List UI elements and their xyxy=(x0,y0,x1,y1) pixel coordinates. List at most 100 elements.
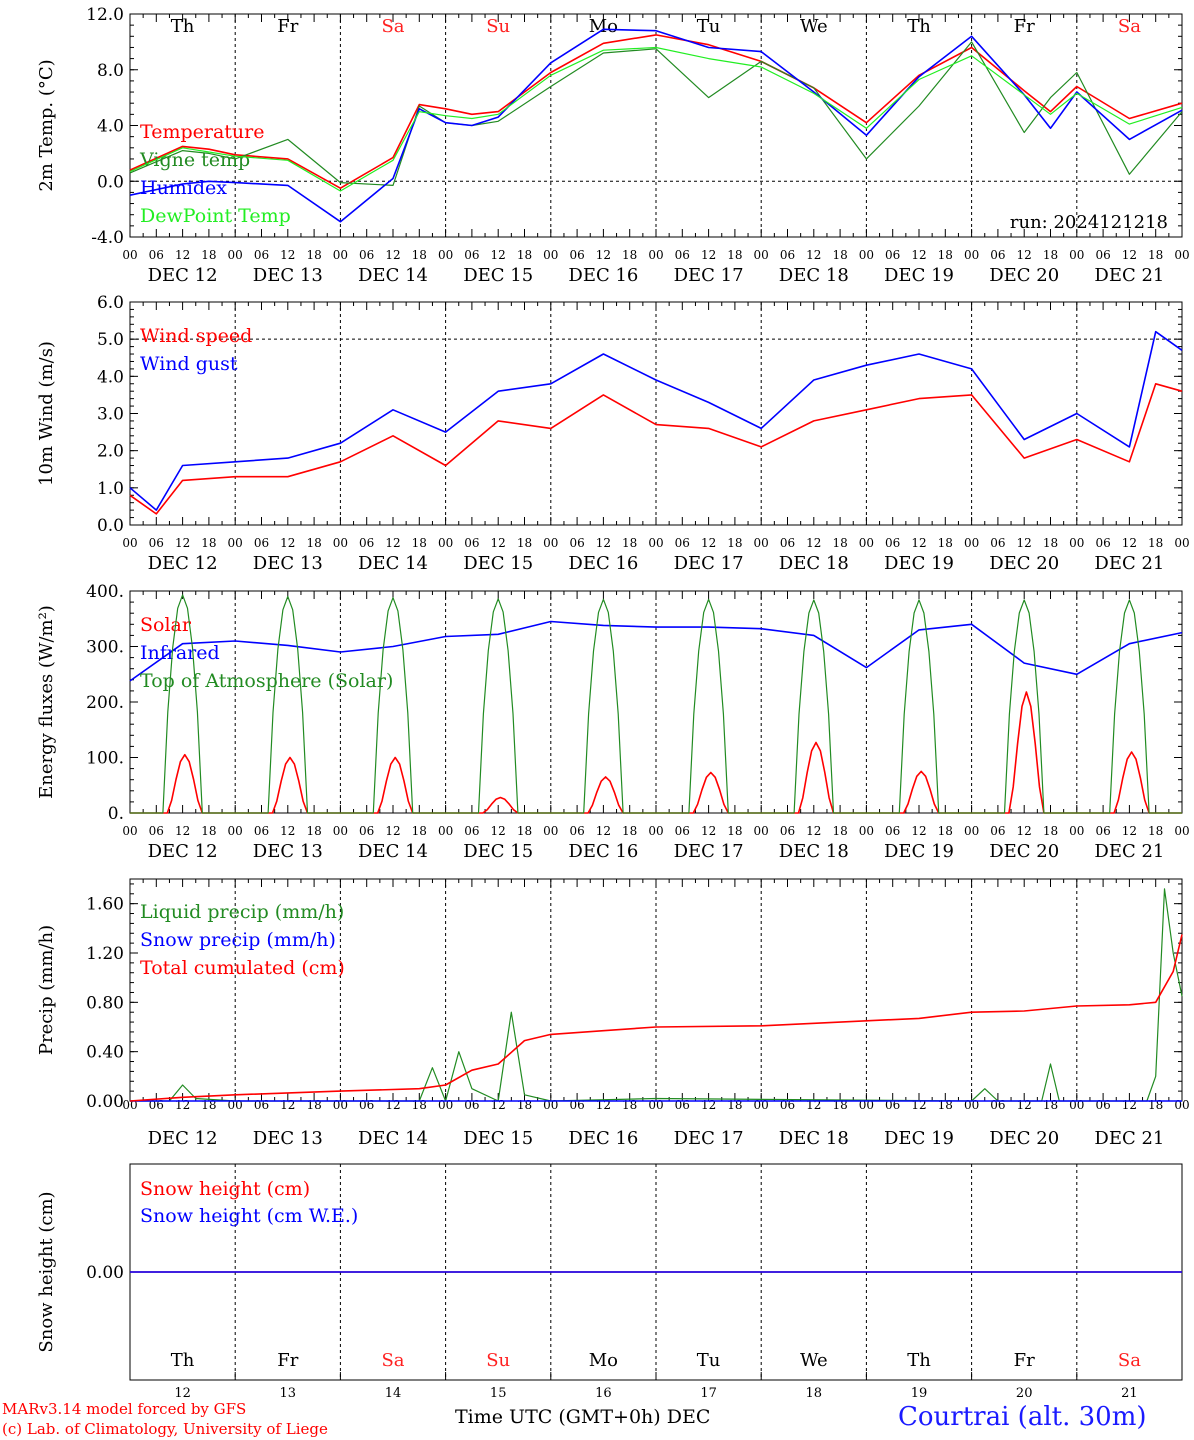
hour-tick-label: 06 xyxy=(464,248,479,262)
hour-tick-label: 06 xyxy=(149,536,164,550)
lab-credit: (c) Lab. of Climatology, University of L… xyxy=(2,1420,328,1438)
hour-tick-label: 00 xyxy=(754,824,769,838)
hour-tick-label: 12 xyxy=(175,248,190,262)
hour-tick-label: 00 xyxy=(228,824,243,838)
date-label: DEC 19 xyxy=(884,265,954,286)
hour-tick-label: 18 xyxy=(517,1098,532,1112)
hour-tick-label: 18 xyxy=(727,824,742,838)
hour-tick-label: 12 xyxy=(911,824,926,838)
hour-tick-label: 18 xyxy=(1148,536,1163,550)
hour-tick-label: 18 xyxy=(306,248,321,262)
y-tick-label: -4.0 xyxy=(91,228,124,248)
hour-tick-label: 06 xyxy=(359,824,374,838)
hour-tick-label: 18 xyxy=(1148,1098,1163,1112)
hour-tick-label: 18 xyxy=(1148,248,1163,262)
weekday-label: Sa xyxy=(1118,1350,1141,1371)
hour-tick-label: 00 xyxy=(228,536,243,550)
legend-entry: Solar xyxy=(140,614,192,636)
hour-tick-label: 06 xyxy=(675,536,690,550)
hour-tick-label: 00 xyxy=(333,824,348,838)
weekday-label: Fr xyxy=(277,1350,298,1371)
hour-tick-label: 18 xyxy=(306,536,321,550)
hour-tick-label: 00 xyxy=(122,248,137,262)
hour-tick-label: 06 xyxy=(254,1098,269,1112)
weekday-label: Th xyxy=(171,16,195,37)
hour-tick-label: 00 xyxy=(122,536,137,550)
y-tick-label: 6.0 xyxy=(97,293,124,313)
weekday-label: Th xyxy=(907,1350,931,1371)
y-tick-label: 0.80 xyxy=(86,993,124,1013)
hour-tick-label: 12 xyxy=(491,248,506,262)
hour-tick-label: 06 xyxy=(885,536,900,550)
legend-entry: Snow precip (mm/h) xyxy=(140,929,336,951)
hour-tick-label: 06 xyxy=(675,1098,690,1112)
date-label: DEC 21 xyxy=(1094,265,1164,286)
hour-tick-label: 06 xyxy=(569,248,584,262)
y-tick-label: 0.0 xyxy=(97,516,124,536)
weekday-label: We xyxy=(800,16,828,37)
date-label: DEC 19 xyxy=(884,553,954,574)
y-tick-label: 0.40 xyxy=(86,1043,124,1063)
legend-entry: Total cumulated (cm) xyxy=(140,957,345,979)
series-line-red xyxy=(129,934,1183,1102)
hour-tick-label: 06 xyxy=(464,1098,479,1112)
hour-tick-label: 00 xyxy=(1174,536,1189,550)
date-label: DEC 16 xyxy=(568,265,638,286)
hour-tick-label: 18 xyxy=(622,248,637,262)
hour-tick-label: 12 xyxy=(175,536,190,550)
series-line-blue xyxy=(129,620,1183,682)
hour-tick-label: 12 xyxy=(806,824,821,838)
series-line-blue xyxy=(129,330,1183,511)
hour-tick-label: 18 xyxy=(306,1098,321,1112)
time-axis-label: Time UTC (GMT+0h) DEC xyxy=(455,1406,711,1428)
weekday-label: Su xyxy=(486,1350,510,1371)
weekday-label: Fr xyxy=(1014,16,1035,37)
hour-tick-label: 06 xyxy=(569,536,584,550)
hour-tick-label: 00 xyxy=(1174,1098,1189,1112)
hour-tick-label: 06 xyxy=(990,536,1005,550)
hour-tick-label: 00 xyxy=(1174,248,1189,262)
hour-tick-label: 12 xyxy=(701,248,716,262)
weekday-label: Sa xyxy=(381,16,404,37)
hour-tick-label: 00 xyxy=(754,248,769,262)
date-label: DEC 15 xyxy=(463,1128,533,1149)
date-label: DEC 12 xyxy=(148,265,218,286)
hour-tick-label: 12 xyxy=(175,1098,190,1112)
hour-tick-label: 18 xyxy=(201,248,216,262)
hour-tick-label: 18 xyxy=(412,248,427,262)
hour-tick-label: 18 xyxy=(1043,1098,1058,1112)
hour-tick-label: 12 xyxy=(1122,1098,1137,1112)
date-label: DEC 16 xyxy=(568,553,638,574)
hour-tick-label: 12 xyxy=(701,1098,716,1112)
run-label: run: 2024121218 xyxy=(1010,212,1168,233)
hour-tick-label: 12 xyxy=(1122,248,1137,262)
hour-tick-label: 00 xyxy=(543,824,558,838)
weekday-label: Th xyxy=(907,16,931,37)
hour-tick-label: 00 xyxy=(964,1098,979,1112)
hour-tick-label: 06 xyxy=(254,248,269,262)
day-number-label: 20 xyxy=(1016,1386,1033,1401)
hour-tick-label: 06 xyxy=(359,536,374,550)
date-label: DEC 15 xyxy=(463,553,533,574)
hour-tick-label: 06 xyxy=(675,824,690,838)
date-label: DEC 12 xyxy=(148,1128,218,1149)
weekday-label: Tu xyxy=(697,16,721,37)
hour-tick-label: 06 xyxy=(464,536,479,550)
weekday-label: Su xyxy=(486,16,510,37)
date-label: DEC 14 xyxy=(358,841,428,862)
date-label: DEC 13 xyxy=(253,553,323,574)
hour-tick-label: 12 xyxy=(385,536,400,550)
hour-tick-label: 00 xyxy=(648,824,663,838)
date-label: DEC 15 xyxy=(463,265,533,286)
date-label: DEC 13 xyxy=(253,1128,323,1149)
hour-tick-label: 06 xyxy=(569,824,584,838)
hour-tick-label: 12 xyxy=(491,824,506,838)
hour-tick-label: 06 xyxy=(254,536,269,550)
hour-tick-label: 00 xyxy=(1069,1098,1084,1112)
y-tick-label: 300. xyxy=(86,638,124,658)
hour-tick-label: 00 xyxy=(333,248,348,262)
y-tick-label: 12.0 xyxy=(86,5,124,25)
hour-tick-label: 00 xyxy=(438,248,453,262)
hour-tick-label: 12 xyxy=(596,824,611,838)
